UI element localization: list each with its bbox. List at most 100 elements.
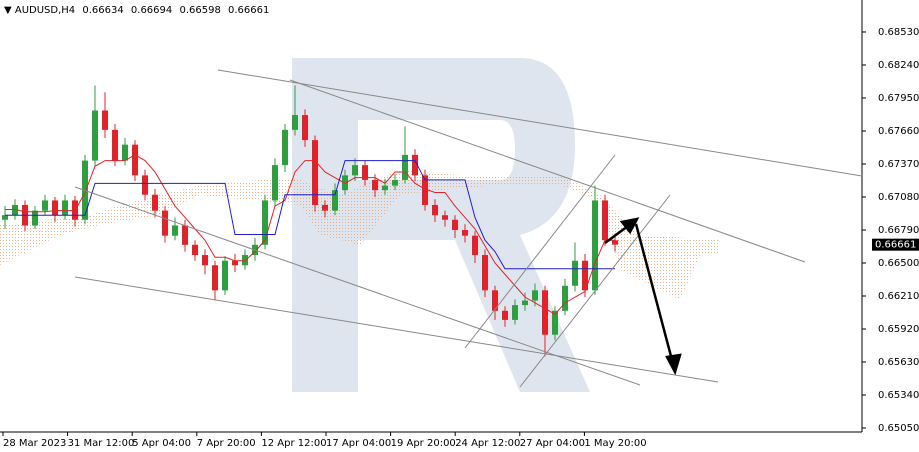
y-tick-label: 0.68240 xyxy=(878,60,919,71)
y-tick-label: 0.65920 xyxy=(878,324,919,335)
candle-body xyxy=(192,244,198,256)
last-price-label: 0.66661 xyxy=(875,240,916,251)
x-tick-label: 12 Apr 12:00 xyxy=(261,438,326,449)
candle-body xyxy=(552,310,558,335)
x-tick-label: 27 Apr 04:00 xyxy=(520,438,585,449)
candle-body xyxy=(602,200,608,241)
candle-body xyxy=(312,140,318,205)
symbol: AUDUSD,H4 xyxy=(15,5,75,16)
x-tick-label: 24 Apr 12:00 xyxy=(455,438,520,449)
last-price-box xyxy=(872,238,919,251)
candle-body xyxy=(222,260,228,291)
candle-body xyxy=(582,260,588,291)
candle-body xyxy=(182,225,188,245)
indicator-line xyxy=(5,154,615,315)
candle-body xyxy=(162,210,168,236)
y-tick-label: 0.66210 xyxy=(878,291,919,302)
y-tick-label: 0.66790 xyxy=(878,225,919,236)
candle-body xyxy=(322,204,328,211)
candle-body xyxy=(502,310,508,320)
candle-body xyxy=(2,215,8,220)
candle-body xyxy=(212,265,218,291)
y-tick-label: 0.68530 xyxy=(878,27,919,38)
candle-body xyxy=(592,200,598,291)
header: ▼ AUDUSD,H4 0.66634 0.66694 0.66598 0.66… xyxy=(4,5,269,16)
candle-body xyxy=(132,144,138,176)
y-tick-label: 0.65050 xyxy=(878,423,919,434)
forecast-arrows xyxy=(604,217,682,376)
candle-body xyxy=(232,260,238,266)
y-tick-label: 0.67080 xyxy=(878,192,919,203)
arrow-line xyxy=(604,224,629,245)
candle-body xyxy=(352,165,358,176)
x-tick-label: 1 May 20:00 xyxy=(584,438,646,449)
trendlines xyxy=(74,69,863,388)
y-tick-label: 0.67950 xyxy=(878,93,919,104)
indicator-line xyxy=(5,160,615,270)
y-tick-label: 0.66500 xyxy=(878,258,919,269)
candle-body xyxy=(412,154,418,176)
candle-body xyxy=(452,219,458,230)
trendline xyxy=(217,69,863,177)
candle-body xyxy=(532,290,538,301)
arrow-line xyxy=(634,223,674,361)
x-tick-label: 31 Mar 12:00 xyxy=(68,438,135,449)
plot xyxy=(2,85,618,357)
x-tick-label: 19 Apr 20:00 xyxy=(391,438,456,449)
trendline xyxy=(289,79,806,263)
high: 0.66694 xyxy=(131,5,172,16)
candle-body xyxy=(122,144,128,161)
candle-body xyxy=(62,200,68,216)
candle-body xyxy=(492,290,498,311)
candle-body xyxy=(302,115,308,141)
x-tick-label: 5 Apr 04:00 xyxy=(132,438,191,449)
candle-body xyxy=(32,210,38,226)
candle-body xyxy=(512,305,518,320)
candle-body xyxy=(362,165,368,180)
candle-body xyxy=(282,129,288,166)
header-icon: ▼ xyxy=(4,5,15,16)
candle-body xyxy=(442,215,448,220)
candle-body xyxy=(112,129,118,161)
y-tick-label: 0.65630 xyxy=(878,357,919,368)
arrow-head xyxy=(665,353,682,376)
y-tick-label: 0.65340 xyxy=(878,390,919,401)
x-tick-label: 7 Apr 20:00 xyxy=(197,438,256,449)
candle-body xyxy=(172,225,178,236)
candle-body xyxy=(142,175,148,195)
candle-body xyxy=(382,185,388,191)
trendline xyxy=(464,154,616,349)
candle-body xyxy=(12,204,18,216)
close: 0.66661 xyxy=(228,5,269,16)
trendline xyxy=(74,186,641,386)
candle-body xyxy=(52,200,58,216)
y-tick-label: 0.67660 xyxy=(878,126,919,137)
candle-body xyxy=(562,285,568,311)
y-tick-label: 0.67370 xyxy=(878,159,919,170)
candle-body xyxy=(482,255,488,291)
ichimoku-cloud xyxy=(0,170,720,300)
x-tick-label: 28 Mar 2023 xyxy=(3,438,66,449)
candle-body xyxy=(102,110,108,130)
candle-body xyxy=(522,300,528,306)
candle-body xyxy=(402,154,408,180)
candle-body xyxy=(262,200,268,245)
candle-body xyxy=(392,179,398,186)
candle-body xyxy=(292,115,298,130)
x-tick-label: 17 Apr 04:00 xyxy=(326,438,391,449)
candle-body xyxy=(42,200,48,211)
candle-body xyxy=(372,179,378,191)
candle-body xyxy=(332,190,338,211)
candle-body xyxy=(92,110,98,161)
arrow-head xyxy=(619,217,640,235)
candle-body xyxy=(572,260,578,286)
candle-body xyxy=(152,194,158,211)
candle-body xyxy=(472,235,478,256)
candle-body xyxy=(462,229,468,236)
candle-body xyxy=(432,204,438,216)
candle-body xyxy=(272,165,278,201)
low: 0.66598 xyxy=(179,5,220,16)
candle-body xyxy=(422,175,428,205)
candle-body xyxy=(612,240,618,245)
